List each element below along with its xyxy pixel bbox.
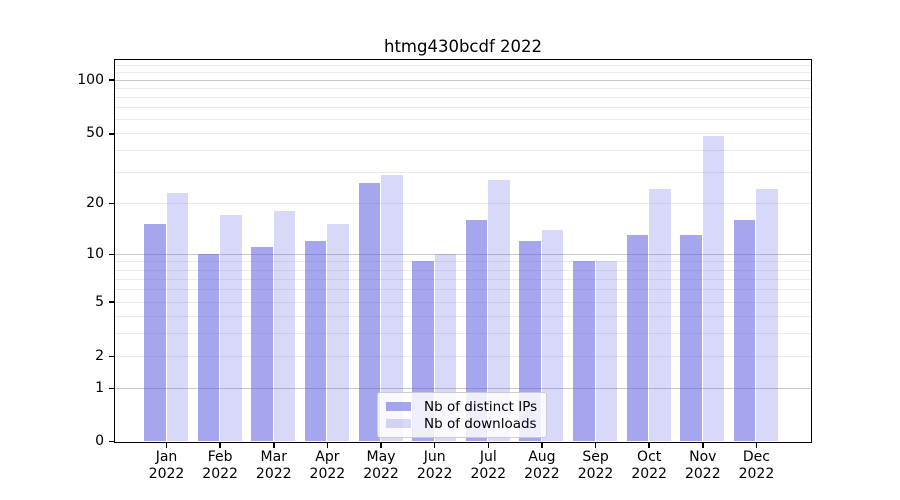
legend: Nb of distinct IPs Nb of downloads bbox=[377, 392, 547, 438]
gridline-minor-7 bbox=[115, 278, 811, 280]
x-tick-label-feb: Feb 2022 bbox=[202, 449, 238, 482]
y-tick-label-10: 10 bbox=[86, 245, 104, 262]
x-tick-dec bbox=[755, 443, 758, 448]
x-tick-apr bbox=[326, 443, 329, 448]
x-tick-label-mar: Mar 2022 bbox=[255, 449, 292, 482]
gridline-minor-9 bbox=[115, 261, 811, 263]
bar-dl-aug bbox=[541, 229, 564, 441]
legend-label-distinct-ips: Nb of distinct IPs bbox=[424, 398, 538, 415]
gridline-minor-70 bbox=[115, 107, 811, 109]
x-tick-label-nov: Nov 2022 bbox=[684, 449, 721, 482]
y-tick-label-20: 20 bbox=[86, 195, 104, 212]
gridline-minor-20 bbox=[115, 203, 811, 205]
x-tick-jun bbox=[433, 443, 436, 448]
x-tick-aug bbox=[541, 443, 543, 448]
gridline-major-1 bbox=[115, 387, 811, 389]
y-tick-label-5: 5 bbox=[95, 293, 104, 310]
gridline-minor-5 bbox=[115, 301, 811, 303]
x-tick-mar bbox=[273, 443, 275, 448]
x-tick-nov bbox=[702, 443, 704, 448]
bar-dl-oct bbox=[649, 189, 671, 441]
plot-area bbox=[114, 59, 812, 443]
y-tick-10 bbox=[109, 253, 114, 256]
x-tick-label-aug: Aug 2022 bbox=[524, 449, 560, 482]
bar-dl-dec bbox=[756, 189, 778, 441]
x-tick-jan bbox=[165, 443, 168, 448]
bar-ips-mar bbox=[251, 247, 273, 441]
bar-dl-feb bbox=[220, 215, 242, 441]
bar-dl-sep bbox=[595, 261, 618, 441]
bar-ips-dec bbox=[733, 219, 756, 441]
bar-dl-may bbox=[381, 175, 403, 441]
x-tick-may bbox=[380, 443, 382, 448]
legend-label-downloads: Nb of downloads bbox=[424, 415, 537, 432]
bar-ips-nov bbox=[680, 234, 702, 441]
legend-item-downloads: Nb of downloads bbox=[386, 415, 538, 432]
x-tick-label-dec: Dec 2022 bbox=[738, 449, 775, 482]
gridline-minor-50 bbox=[115, 133, 811, 135]
x-tick-sep bbox=[594, 443, 597, 448]
y-tick-label-1: 1 bbox=[95, 379, 104, 396]
gridline-major-100 bbox=[115, 79, 811, 81]
gridline-minor-110 bbox=[115, 72, 811, 74]
y-tick-label-0: 0 bbox=[95, 433, 104, 449]
bar-ips-oct bbox=[626, 234, 649, 441]
x-tick-label-may: May 2022 bbox=[363, 449, 399, 482]
x-tick-label-sep: Sep 2022 bbox=[577, 449, 614, 482]
bar-dl-apr bbox=[327, 224, 349, 441]
chart-title: htmg430bcdf 2022 bbox=[383, 37, 543, 56]
x-tick-label-jul: Jul 2022 bbox=[470, 449, 507, 482]
gridline-minor-3 bbox=[115, 333, 811, 335]
bar-ips-sep bbox=[573, 261, 595, 441]
x-tick-label-oct: Oct 2022 bbox=[631, 449, 667, 482]
legend-item-distinct-ips: Nb of distinct IPs bbox=[386, 398, 538, 415]
gridline-minor-2 bbox=[115, 356, 811, 358]
bar-ips-aug bbox=[519, 240, 541, 441]
legend-swatch-downloads bbox=[386, 419, 411, 428]
y-tick-label-50: 50 bbox=[86, 125, 104, 142]
gridline-minor-30 bbox=[115, 172, 811, 174]
y-tick-20 bbox=[109, 202, 114, 205]
y-tick-0 bbox=[109, 440, 114, 443]
y-tick-50 bbox=[109, 133, 114, 135]
x-tick-label-apr: Apr 2022 bbox=[309, 449, 346, 482]
bar-dl-mar bbox=[273, 210, 296, 441]
gridline-minor-90 bbox=[115, 87, 811, 89]
gridline-minor-8 bbox=[115, 269, 811, 271]
bar-ips-apr bbox=[304, 240, 327, 441]
bar-dl-jan bbox=[166, 192, 188, 441]
gridline-minor-60 bbox=[115, 119, 811, 121]
y-tick-100 bbox=[109, 79, 114, 81]
x-tick-label-jun: Jun 2022 bbox=[416, 449, 453, 482]
x-tick-oct bbox=[648, 443, 650, 448]
gridline-minor-4 bbox=[115, 315, 811, 317]
bar-ips-jan bbox=[144, 224, 166, 441]
gridline-minor-6 bbox=[115, 289, 811, 291]
legend-swatch-distinct-ips bbox=[386, 402, 411, 411]
bar-dl-nov bbox=[702, 136, 725, 441]
bar-ips-may bbox=[358, 183, 381, 441]
y-tick-2 bbox=[109, 355, 114, 358]
y-tick-label-100: 100 bbox=[77, 71, 104, 88]
gridline-minor-80 bbox=[115, 96, 811, 98]
gridline-major-10 bbox=[115, 253, 811, 255]
y-tick-1 bbox=[109, 387, 114, 390]
gridline-minor-120 bbox=[115, 65, 811, 67]
x-tick-feb bbox=[219, 443, 221, 448]
gridline-minor-40 bbox=[115, 150, 811, 152]
x-tick-jul bbox=[487, 443, 490, 448]
bar-dl-jul bbox=[488, 180, 510, 441]
x-tick-label-jan: Jan 2022 bbox=[148, 449, 185, 482]
y-tick-5 bbox=[109, 301, 114, 303]
y-tick-label-2: 2 bbox=[95, 348, 104, 365]
bar-ips-jul bbox=[465, 219, 488, 441]
bar-ips-feb bbox=[197, 253, 220, 441]
